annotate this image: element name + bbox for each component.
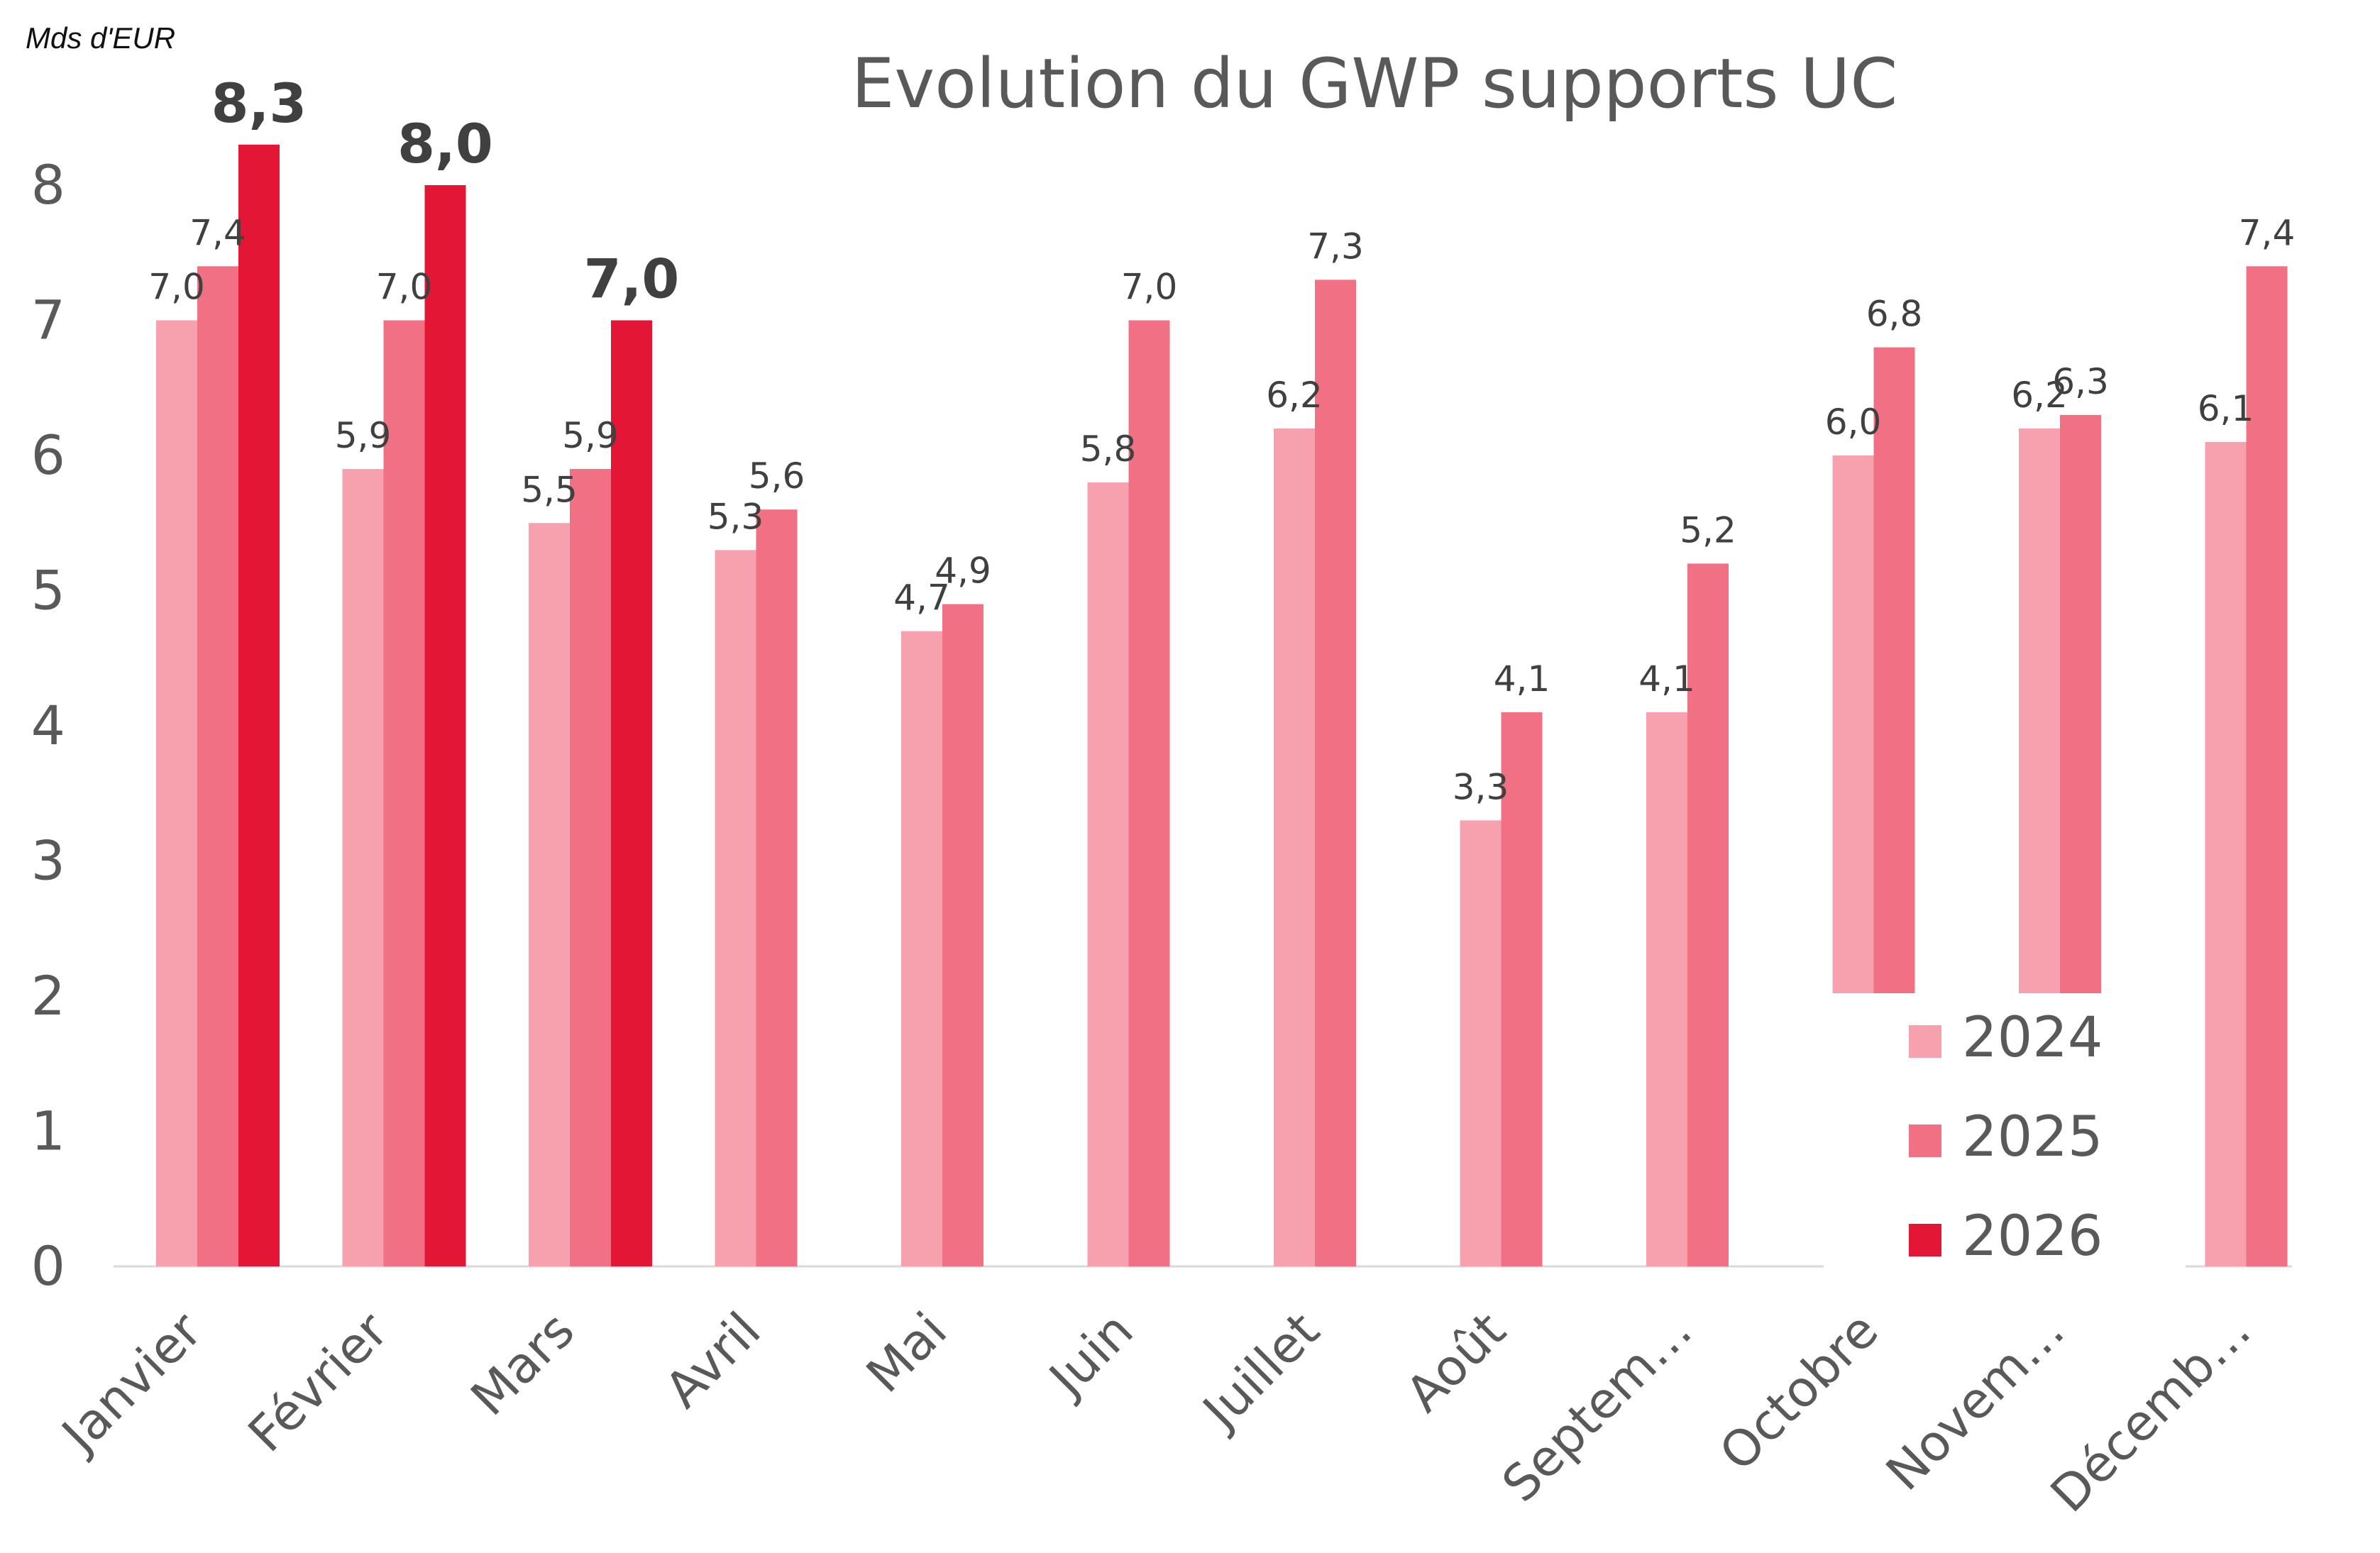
bars-layer [156, 144, 2288, 1267]
bar [2019, 428, 2060, 993]
x-tick-label: Janvier [49, 1301, 213, 1465]
data-label: 7,4 [189, 212, 246, 253]
labels-layer: 7,0 5,9 5,5 5,3 4,7 5,8 6,2 3,3 4,1 6,0 6,2 6,1 7,4 7… [148, 72, 2296, 807]
y-tick-label: 4 [31, 694, 65, 757]
bar [238, 144, 280, 1267]
y-tick-label: 2 [31, 964, 65, 1027]
data-label: 4,1 [1494, 658, 1550, 700]
data-label: 4,1 [1638, 658, 1695, 700]
bar [1460, 820, 1502, 1266]
x-tick-label: Août [1394, 1301, 1516, 1423]
x-tick-label: Février [237, 1301, 400, 1464]
bar [942, 604, 984, 1266]
bar [756, 509, 798, 1267]
x-tick-label: Septem… [1491, 1301, 1703, 1513]
bar [197, 266, 238, 1266]
data-label: 6,8 [1866, 294, 1923, 335]
bar [2060, 414, 2101, 993]
bar [901, 631, 942, 1266]
data-label: 7,0 [148, 267, 205, 308]
data-label: 5,3 [707, 496, 764, 537]
x-tick-label: Novem… [1875, 1301, 2076, 1502]
bar [715, 550, 756, 1266]
data-label: 6,2 [1266, 375, 1323, 416]
y-tick-label: 6 [31, 424, 65, 487]
data-label: 7,0 [1121, 267, 1178, 308]
bar [424, 185, 466, 1266]
bar [1501, 712, 1543, 1266]
legend-label: 2026 [1962, 1205, 2103, 1269]
x-tick-label: Avril [654, 1301, 771, 1419]
data-label: 8,0 [397, 112, 493, 175]
y-tick-label: 1 [31, 1100, 65, 1163]
bar [1687, 563, 1729, 1266]
y-tick-label: 0 [31, 1234, 65, 1298]
data-label: 5,6 [749, 455, 805, 497]
data-label: 7,4 [2239, 212, 2296, 253]
bar [156, 320, 197, 1266]
data-label: 6,2 [2011, 375, 2068, 416]
bar [2205, 441, 2247, 1267]
y-tick-label: 8 [31, 153, 65, 216]
y-tick-label: 5 [31, 559, 65, 622]
x-tick-label: Juin [1037, 1301, 1145, 1409]
x-tick-label: Juillet [1190, 1301, 1331, 1442]
legend-label: 2024 [1962, 1006, 2103, 1070]
bar [611, 320, 652, 1266]
data-label: 6,0 [1825, 402, 1882, 443]
x-tick-label: Mai [855, 1301, 958, 1404]
bar [1315, 280, 1356, 1267]
bar [383, 320, 425, 1266]
data-label: 4,7 [893, 577, 950, 619]
legend: 2024 2025 2026 [1824, 993, 2186, 1277]
data-label: 4,9 [935, 551, 991, 592]
bar [1646, 712, 1687, 1266]
bar [529, 523, 570, 1266]
x-tick-label: Mars [460, 1301, 585, 1427]
x-tick-label: Décemb… [2039, 1301, 2261, 1523]
data-label: 7,3 [1307, 226, 1364, 267]
bar [1832, 455, 1874, 993]
legend-background [1824, 993, 2186, 1277]
data-label: 7,0 [376, 267, 433, 308]
data-label: 6,3 [2052, 361, 2109, 402]
unit-label: Mds d'EUR [26, 21, 176, 55]
bar [1128, 320, 1170, 1266]
data-label: 5,8 [1080, 429, 1137, 470]
chart-title: Evolution du GWP supports UC [851, 44, 1898, 123]
x-tick-label: Octobre [1709, 1301, 1890, 1482]
data-label: 3,3 [1453, 766, 1509, 807]
bar [2246, 266, 2288, 1266]
bar [1873, 347, 1915, 994]
data-label: 5,9 [335, 415, 392, 456]
data-label: 5,2 [1680, 509, 1736, 551]
bar [1274, 428, 1315, 1266]
y-tick-label: 3 [31, 829, 65, 892]
legend-label: 2025 [1962, 1105, 2103, 1169]
data-label: 6,1 [2198, 388, 2254, 429]
legend-swatch [1909, 1124, 1941, 1157]
y-tick-label: 7 [31, 289, 65, 352]
bar [1087, 482, 1129, 1266]
data-label: 5,5 [521, 469, 578, 510]
data-label: 7,0 [584, 248, 680, 311]
bar [342, 469, 384, 1266]
legend-swatch [1909, 1025, 1941, 1058]
data-label: 8,3 [211, 72, 307, 135]
bar [570, 469, 611, 1266]
legend-swatch [1909, 1224, 1941, 1256]
data-label: 5,9 [562, 415, 619, 456]
